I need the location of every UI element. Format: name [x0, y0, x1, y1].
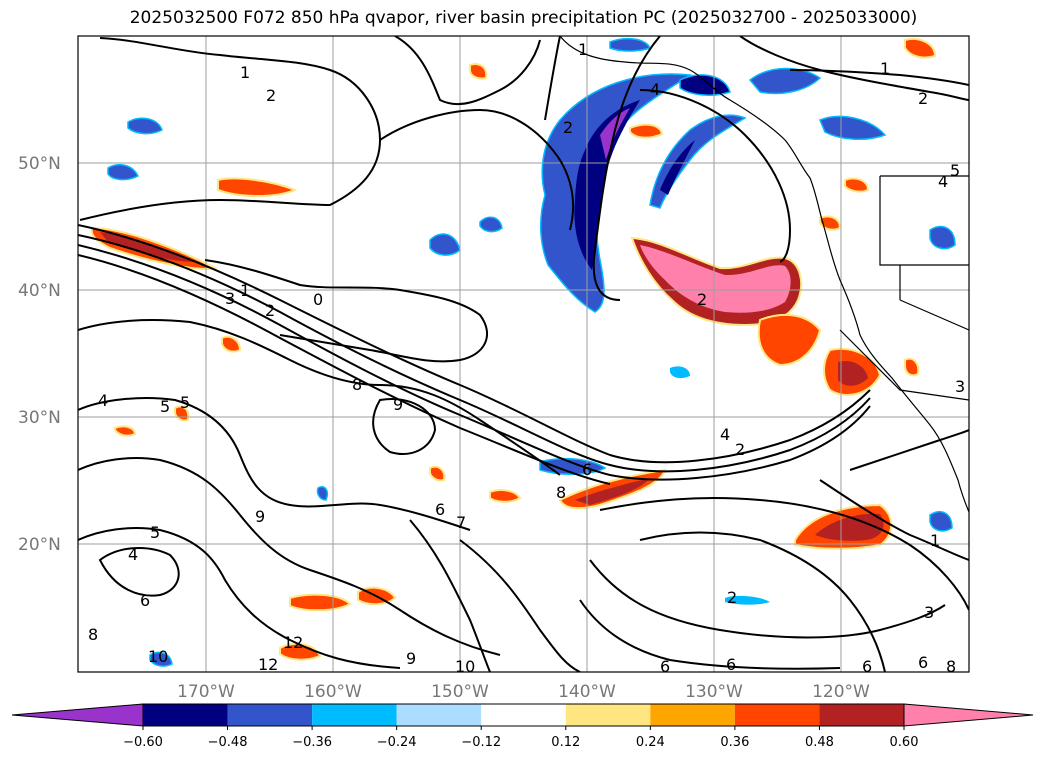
colorbar-tick-label: −0.48: [208, 735, 248, 750]
contour-label: 9: [393, 395, 403, 414]
contour-labels: 1 1 2 2 2 1 4 5 4 1 3 2 0 2 8 9 4 5 5 6 …: [88, 40, 965, 676]
contour-label: 5: [160, 397, 170, 416]
contour-label: 8: [352, 375, 362, 394]
colorbar-cell: [565, 704, 651, 726]
contour-label: 3: [955, 377, 965, 396]
contour-label: 12: [258, 655, 278, 674]
contour-label: 10: [455, 657, 475, 676]
contour-label: 6: [726, 655, 736, 674]
colorbar-cell: [227, 704, 313, 726]
colorbar-cells: [11, 703, 1034, 727]
contour-label: 7: [456, 513, 466, 532]
longitude-labels: 170°W 160°W 150°W 140°W 130°W 120°W: [177, 682, 870, 702]
contour-label: 6: [140, 591, 150, 610]
map-title: 2025032500 F072 850 hPa qvapor, river ba…: [129, 8, 918, 28]
qvapor-contours: [78, 36, 969, 672]
contour-label: 2: [918, 89, 928, 108]
precip-pc-field: [90, 37, 956, 667]
contour-label: 9: [406, 649, 416, 668]
plot-frame: [77, 35, 970, 673]
colorbar-cell: [312, 704, 397, 726]
contour-label: 5: [180, 393, 190, 412]
contour-label: 4: [938, 172, 948, 191]
contour-label: 6: [918, 653, 928, 672]
contour-label: 0: [313, 290, 323, 309]
colorbar-tick-label: −0.12: [461, 735, 501, 750]
lon-label: 170°W: [177, 682, 235, 702]
colorbar-ticks: −0.60 −0.48 −0.36 −0.24 −0.12 0.12 0.24 0.36 0.4…: [123, 726, 918, 750]
lat-label: 30°N: [18, 408, 61, 428]
contour-label: 3: [924, 603, 934, 622]
contour-label: 2: [563, 118, 573, 137]
coastlines: [559, 36, 969, 513]
colorbar-cell: [819, 704, 904, 726]
contour-label: 1: [240, 63, 250, 82]
colorbar-cell: [650, 704, 735, 726]
contour-label: 4: [650, 80, 660, 99]
colorbar-tick-label: 0.36: [720, 735, 749, 750]
colorbar-tick-label: 0.24: [636, 735, 665, 750]
colorbar-extend-min: [11, 703, 144, 727]
contour-label: 2: [266, 86, 276, 105]
lat-label: 20°N: [18, 535, 61, 555]
contour-label: 12: [283, 633, 303, 652]
contour-label: 6: [660, 657, 670, 676]
contour-label: 9: [255, 507, 265, 526]
colorbar: −0.60 −0.48 −0.36 −0.24 −0.12 0.12 0.24 0.36 0.4…: [11, 703, 1034, 750]
contour-label: 2: [727, 588, 737, 607]
colorbar-tick-label: 0.12: [551, 735, 580, 750]
colorbar-extend-max: [903, 703, 1034, 727]
lat-label: 40°N: [18, 281, 61, 301]
colorbar-tick-label: 0.60: [890, 735, 919, 750]
contour-label: 5: [950, 161, 960, 180]
contour-label: 2: [697, 290, 707, 309]
contour-label: 8: [88, 625, 98, 644]
lat-label: 50°N: [18, 154, 61, 174]
contour-label: 6: [435, 500, 445, 519]
colorbar-cell: [481, 704, 566, 726]
contour-label: 1: [240, 281, 250, 300]
graticule: [78, 36, 969, 672]
contour-label: 1: [930, 531, 940, 550]
contour-label: 2: [265, 301, 275, 320]
plot-area: 1 1 2 2 2 1 4 5 4 1 3 2 0 2 8 9 4 5 5 6 …: [78, 36, 969, 676]
colorbar-tick-label: 0.48: [805, 735, 834, 750]
contour-label: 1: [880, 59, 890, 78]
contour-label: 4: [720, 425, 730, 444]
colorbar-cell: [143, 704, 228, 726]
lon-label: 130°W: [685, 682, 743, 702]
contour-label: 8: [946, 657, 956, 676]
contour-label: 4: [128, 545, 138, 564]
contour-label: 4: [98, 391, 108, 410]
contour-label: 10: [148, 647, 168, 666]
colorbar-tick-label: −0.36: [292, 735, 332, 750]
contour-label: 8: [556, 483, 566, 502]
colorbar-tick-label: −0.60: [123, 735, 163, 750]
lon-label: 120°W: [812, 682, 870, 702]
contour-label: 1: [578, 40, 588, 59]
contour-label: 2: [735, 440, 745, 459]
contour-label: 6: [862, 657, 872, 676]
contour-label: 5: [150, 523, 160, 542]
colorbar-cell: [396, 704, 482, 726]
lon-label: 150°W: [431, 682, 489, 702]
latitude-labels: 50°N 40°N 30°N 20°N: [18, 154, 61, 555]
colorbar-frame: [142, 703, 905, 727]
contour-label: 6: [582, 460, 592, 479]
contour-label: 3: [225, 289, 235, 308]
colorbar-tick-label: −0.24: [377, 735, 417, 750]
lon-label: 140°W: [558, 682, 616, 702]
colorbar-cell: [734, 704, 820, 726]
lon-label: 160°W: [304, 682, 362, 702]
